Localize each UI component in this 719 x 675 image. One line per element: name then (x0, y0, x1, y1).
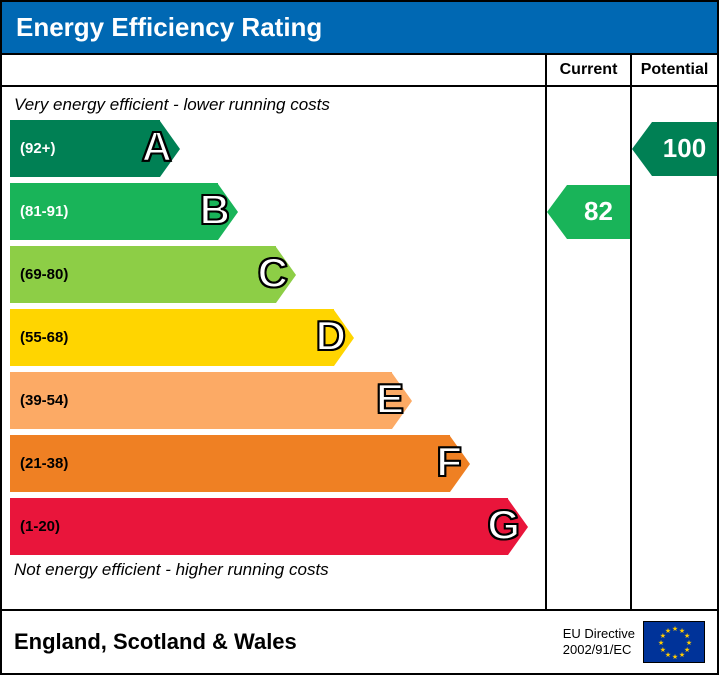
band-letter: B (200, 186, 230, 234)
eu-star: ★ (658, 639, 664, 647)
current-column: 82 (547, 87, 632, 609)
header-current: Current (547, 55, 632, 85)
band-letter: E (376, 375, 404, 423)
band-range-label: (1-20) (10, 498, 508, 555)
chart-body: Very energy efficient - lower running co… (2, 87, 717, 611)
band-row-e: (39-54)E (2, 369, 545, 432)
band-letter: C (258, 249, 288, 297)
potential-column: 100 (632, 87, 717, 609)
band-bar: (81-91)B (10, 183, 238, 240)
header-potential: Potential (632, 55, 717, 85)
band-row-b: (81-91)B (2, 180, 545, 243)
bars-container: (92+)A (81-91)B (69-80)C (55-68)D (39-54)E (2… (2, 117, 545, 558)
band-letter: A (142, 123, 172, 171)
band-range-label: (21-38) (10, 435, 450, 492)
eu-flag-icon: ★★★★★★★★★★★★ (643, 621, 705, 663)
chart-title: Energy Efficiency Rating (16, 12, 322, 42)
rating-value: 100 (652, 122, 717, 176)
band-range-label: (69-80) (10, 246, 276, 303)
band-row-a: (92+)A (2, 117, 545, 180)
band-row-f: (21-38)F (2, 432, 545, 495)
rating-value: 82 (567, 185, 630, 239)
description-top: Very energy efficient - lower running co… (2, 93, 545, 117)
eu-star: ★ (665, 627, 671, 635)
band-range-label: (81-91) (10, 183, 218, 240)
region-label: England, Scotland & Wales (14, 629, 563, 655)
eu-directive-text: EU Directive 2002/91/EC (563, 626, 635, 657)
band-bar: (92+)A (10, 120, 180, 177)
rating-arrow: 82 (547, 185, 630, 239)
band-range-label: (39-54) (10, 372, 392, 429)
bands-area: Very energy efficient - lower running co… (2, 87, 547, 609)
directive-line1: EU Directive (563, 626, 635, 641)
band-letter: G (487, 501, 520, 549)
header-spacer (2, 55, 547, 85)
band-letter: D (316, 312, 346, 360)
eu-star: ★ (679, 651, 685, 659)
directive-line2: 2002/91/EC (563, 642, 632, 657)
band-bar: (21-38)F (10, 435, 470, 492)
band-row-g: (1-20)G (2, 495, 545, 558)
rating-arrow-tip (632, 122, 652, 176)
eu-star: ★ (660, 646, 666, 654)
band-range-label: (92+) (10, 120, 160, 177)
description-bottom: Not energy efficient - higher running co… (2, 558, 545, 582)
rating-arrow-tip (547, 185, 567, 239)
band-bar: (69-80)C (10, 246, 296, 303)
eu-star: ★ (672, 653, 678, 661)
band-range-label: (55-68) (10, 309, 334, 366)
band-bar: (39-54)E (10, 372, 412, 429)
title-bar: Energy Efficiency Rating (2, 2, 717, 53)
band-row-c: (69-80)C (2, 243, 545, 306)
band-row-d: (55-68)D (2, 306, 545, 369)
epc-chart: Energy Efficiency Rating Current Potenti… (0, 0, 719, 675)
rating-arrow: 100 (632, 122, 717, 176)
band-bar: (55-68)D (10, 309, 354, 366)
column-headers: Current Potential (2, 53, 717, 87)
band-letter: F (436, 438, 462, 486)
eu-star: ★ (672, 625, 678, 633)
footer: England, Scotland & Wales EU Directive 2… (2, 611, 717, 673)
band-bar: (1-20)G (10, 498, 528, 555)
